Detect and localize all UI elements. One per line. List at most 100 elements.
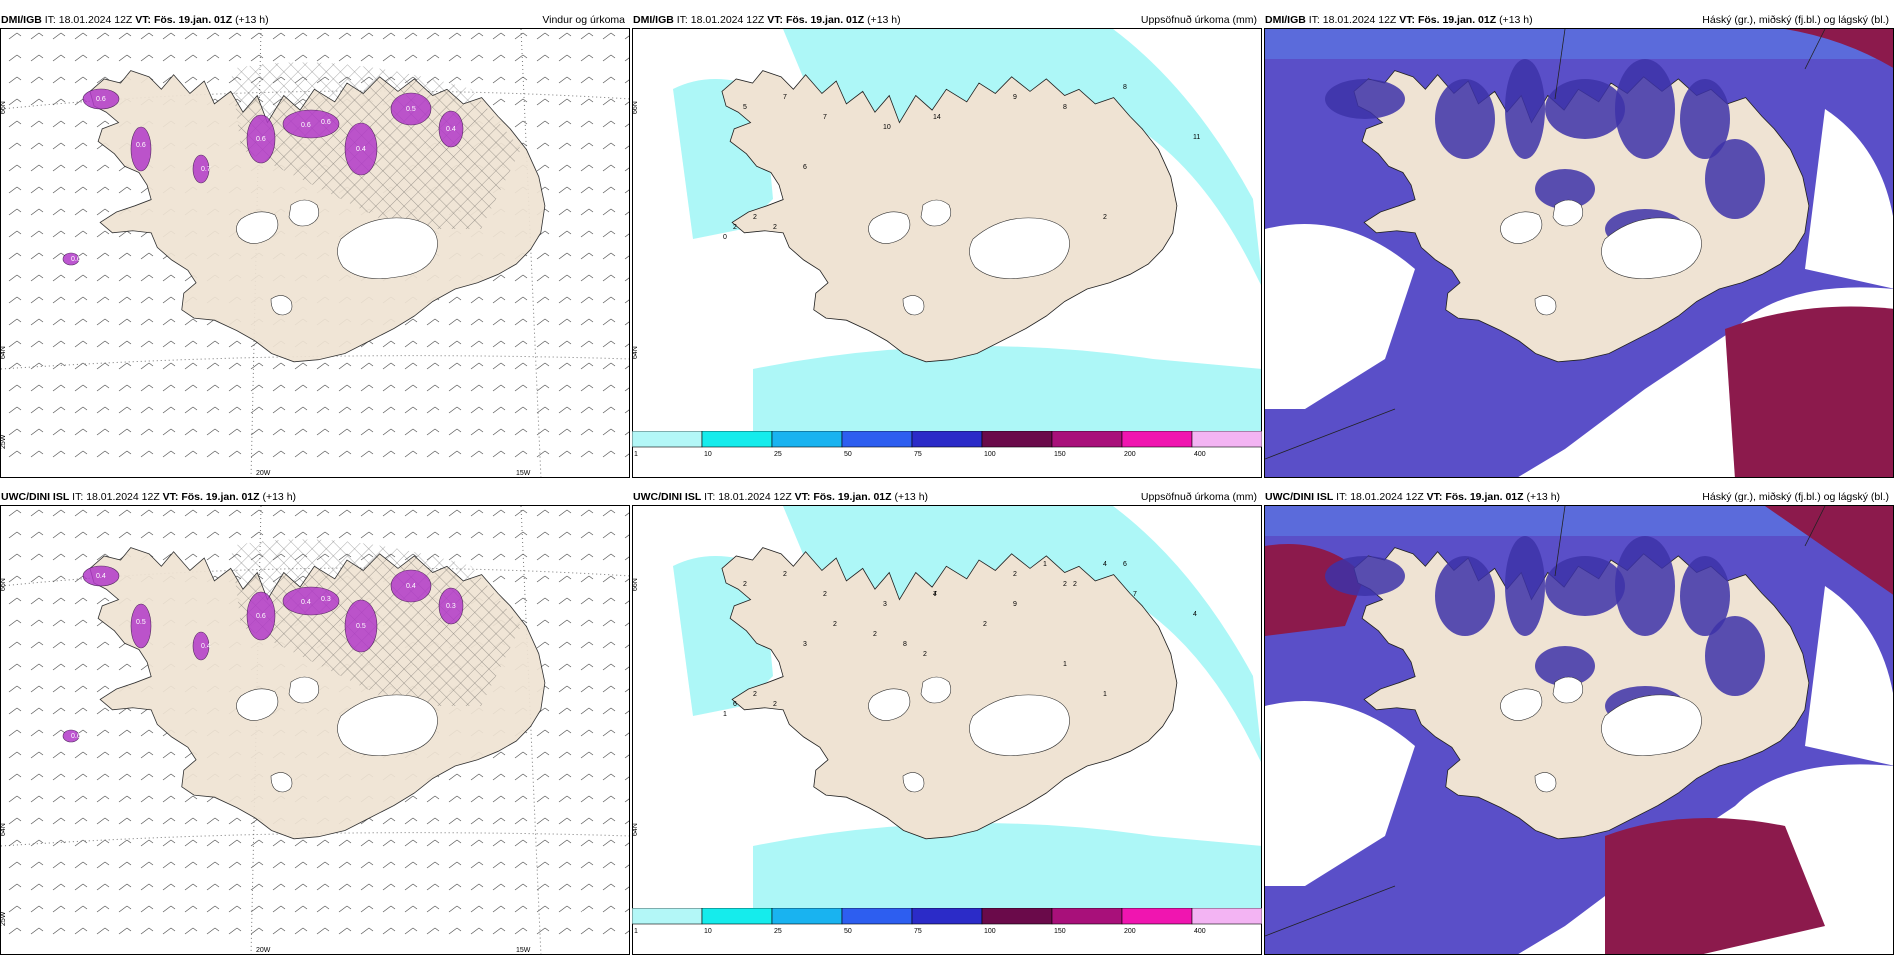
wind-barb: [360, 32, 374, 40]
precip-value-label: 0.6: [256, 136, 266, 143]
wind-barb: [184, 509, 198, 517]
precip-value: 0: [723, 234, 727, 241]
wind-barb: [448, 340, 462, 348]
wind-barb: [558, 927, 572, 935]
wind-barb: [30, 274, 44, 282]
wind-barb: [118, 362, 132, 370]
wind-barb: [30, 252, 44, 260]
precip-blob: [62, 252, 80, 266]
wind-barb: [580, 76, 594, 84]
wind-barb: [74, 509, 88, 517]
wind-barb: [140, 773, 154, 781]
wind-barb: [558, 641, 572, 649]
precip-blob: [82, 88, 120, 110]
wind-barb: [382, 905, 396, 913]
wind-barb: [8, 927, 22, 935]
wind-barb: [602, 76, 616, 84]
wind-barb: [30, 883, 44, 891]
precip-value: 2: [823, 591, 827, 598]
wind-barb: [52, 274, 66, 282]
wind-barb: [30, 773, 44, 781]
wind-barb: [580, 619, 594, 627]
wind-barb: [514, 274, 528, 282]
wind-barb: [52, 406, 66, 414]
precip-value-label: 0.6: [136, 142, 146, 149]
it-value: 18.01.2024 12Z: [690, 14, 765, 26]
precip-blob: [130, 126, 152, 172]
wind-barb: [96, 54, 110, 62]
wind-barb: [580, 252, 594, 260]
precip-value: 1: [723, 711, 727, 718]
wind-barb: [558, 575, 572, 583]
wind-barb: [272, 32, 286, 40]
wind-barb: [162, 32, 176, 40]
wind-barb: [74, 120, 88, 128]
wind-barb: [162, 817, 176, 825]
wind-barb: [580, 296, 594, 304]
wind-barb: [272, 362, 286, 370]
wind-barb: [470, 32, 484, 40]
wind-barb: [602, 318, 616, 326]
wind-barb: [602, 428, 616, 436]
wind-barb: [448, 406, 462, 414]
wind-barb: [294, 531, 308, 539]
wind-barb: [536, 795, 550, 803]
precip-value: 2: [1013, 571, 1017, 578]
wind-barb: [184, 861, 198, 869]
wind-barb: [426, 428, 440, 436]
wind-barb: [602, 509, 616, 517]
wind-barb: [316, 927, 330, 935]
wind-barb: [250, 384, 264, 392]
wind-barb: [74, 641, 88, 649]
wind-barb: [536, 406, 550, 414]
wind-barb: [580, 883, 594, 891]
wind-barb: [580, 98, 594, 106]
wind-barb: [536, 384, 550, 392]
wind-barb: [624, 189, 629, 194]
wind-barb: [492, 795, 506, 803]
wind-barb: [272, 839, 286, 847]
map-svg: [1265, 506, 1893, 954]
wind-barb: [228, 531, 242, 539]
wind-barb: [360, 54, 374, 62]
wind-barb: [140, 406, 154, 414]
wind-barb: [580, 164, 594, 172]
wind-barb: [360, 927, 374, 935]
wind-barb: [624, 688, 629, 693]
wind-barb: [382, 817, 396, 825]
wind-barb: [558, 296, 572, 304]
wind-barb: [74, 296, 88, 304]
precip-value-label: 0.4: [96, 573, 106, 580]
wind-barb: [492, 883, 506, 891]
wind-barb: [602, 296, 616, 304]
cloud-band: [1545, 79, 1625, 139]
wind-barb: [448, 553, 462, 561]
wind-barb: [536, 76, 550, 84]
wind-barb: [404, 839, 418, 847]
wind-barb: [228, 54, 242, 62]
wind-barb: [162, 428, 176, 436]
wind-barb: [52, 575, 66, 583]
wind-barb: [470, 76, 484, 84]
wind-barb: [448, 32, 462, 40]
wind-barb: [294, 509, 308, 517]
it-value: 18.01.2024 12Z: [1350, 491, 1424, 503]
wind-barb: [294, 54, 308, 62]
lat-label: 64N: [1, 346, 7, 359]
wind-barb: [558, 531, 572, 539]
wind-barb: [8, 619, 22, 627]
wind-barb: [8, 509, 22, 517]
model-name: UWC/DINI ISL: [1, 491, 70, 503]
it-label: IT:: [44, 14, 56, 26]
lead-time: (+13 h): [894, 491, 929, 503]
precip-value-label: 0.7: [201, 166, 211, 173]
wind-barb: [602, 252, 616, 260]
wind-barb: [360, 384, 374, 392]
wind-barb: [96, 362, 110, 370]
wind-barb: [558, 685, 572, 693]
vt-label: VT:: [767, 14, 784, 26]
wind-barb: [30, 98, 44, 106]
wind-barb: [162, 296, 176, 304]
lat-label: 64N: [633, 823, 639, 836]
legend-tick: 100: [984, 928, 996, 935]
